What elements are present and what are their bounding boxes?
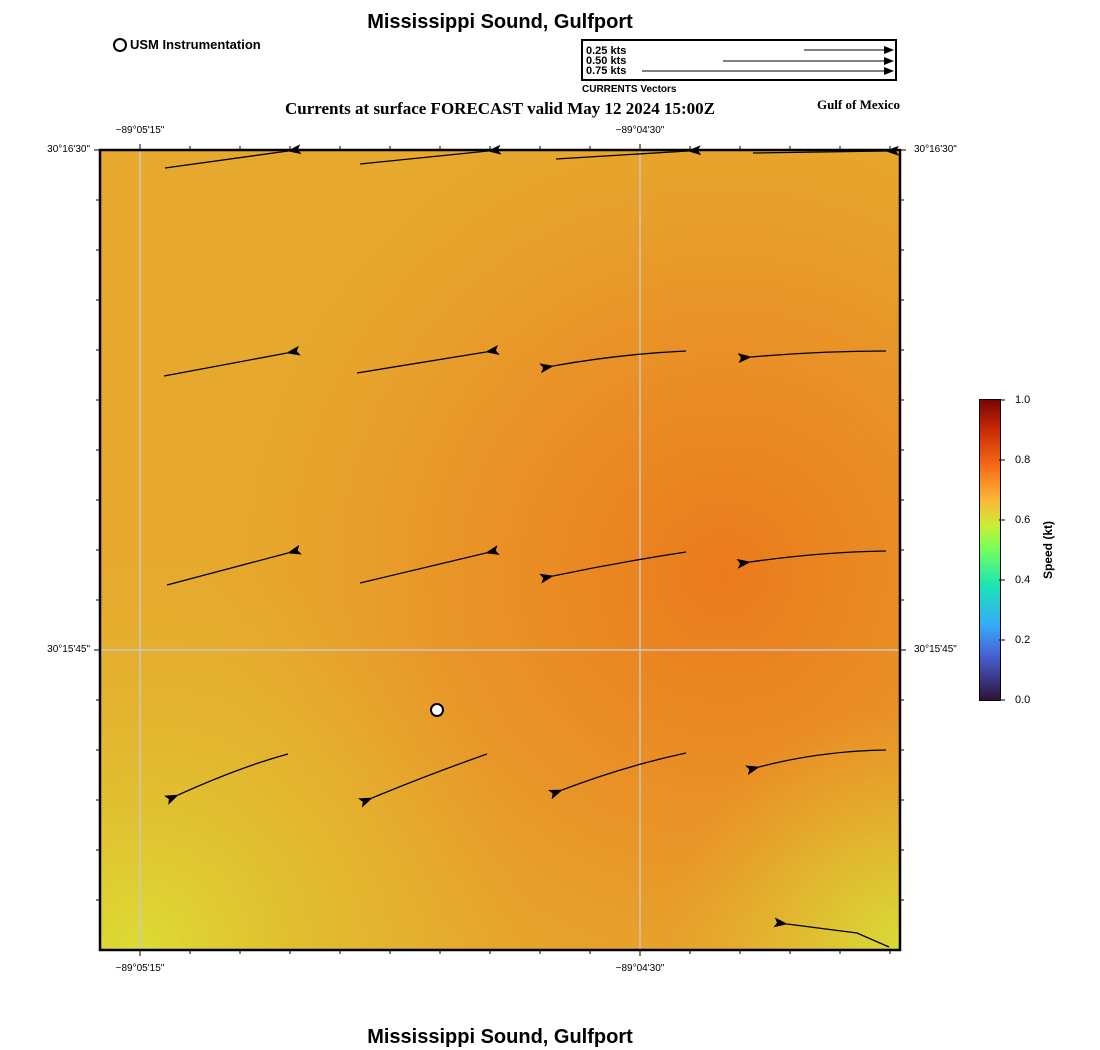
vector-arrow bbox=[166, 544, 302, 586]
map-subtitle: Currents at surface FORECAST valid May 1… bbox=[284, 99, 716, 118]
lat-tick-left-1: 30°16'30" bbox=[47, 144, 90, 155]
vector-legend-title: CURRENTS Vectors bbox=[582, 84, 677, 95]
vector-arrow bbox=[539, 350, 687, 374]
station-legend: USM Instrumentation bbox=[113, 37, 261, 52]
station-marker[interactable] bbox=[430, 703, 444, 717]
scale-label-025: 0.25 kts bbox=[586, 45, 627, 57]
speed-colorbar bbox=[979, 399, 1001, 701]
station-legend-label: USM Instrumentation bbox=[130, 37, 261, 52]
station-marker-icon bbox=[113, 37, 127, 52]
frame-ticks bbox=[94, 144, 906, 956]
lon-tick-top-2: −89°04'30" bbox=[615, 125, 665, 136]
vector-arrow bbox=[752, 145, 900, 156]
vector-arrow bbox=[359, 144, 502, 165]
vector-arrow bbox=[356, 344, 500, 374]
vector-arrow bbox=[555, 145, 702, 160]
vector-arrow bbox=[358, 753, 488, 808]
vector-arrow bbox=[163, 345, 301, 377]
vector-scale-legend: 0.25 kts 0.50 kts 0.75 kts bbox=[581, 39, 897, 81]
colorbar-tick-label: 0.6 bbox=[1015, 514, 1031, 526]
graticule bbox=[100, 150, 900, 950]
footer-title: Mississippi Sound, Gulfport bbox=[367, 1026, 633, 1048]
vector-arrow bbox=[164, 753, 289, 805]
vector-arrow bbox=[737, 350, 887, 364]
vector-arrow bbox=[359, 545, 500, 584]
scale-label-075: 0.75 kts bbox=[586, 65, 627, 77]
colorbar-tick-label: 0.8 bbox=[1015, 454, 1031, 466]
vector-arrow bbox=[539, 551, 687, 584]
lon-tick-top-1: −89°05'15" bbox=[115, 125, 165, 136]
map-title: Mississippi Sound, Gulfport bbox=[367, 11, 633, 33]
lat-tick-right-1: 30°16'30" bbox=[914, 144, 957, 155]
lat-tick-left-2: 30°15'45" bbox=[47, 644, 90, 655]
colorbar-tick-label: 0.0 bbox=[1015, 694, 1031, 706]
lon-tick-bottom-1: −89°05'15" bbox=[115, 963, 165, 974]
vector-arrow bbox=[773, 917, 890, 948]
region-label: Gulf of Mexico bbox=[816, 97, 900, 112]
lat-tick-right-2: 30°15'45" bbox=[914, 644, 957, 655]
colorbar-tick-label: 1.0 bbox=[1015, 394, 1031, 406]
vector-arrow bbox=[164, 144, 302, 169]
lon-tick-bottom-2: −89°04'30" bbox=[615, 963, 665, 974]
colorbar-ticks bbox=[999, 399, 1005, 701]
colorbar-label: Speed (kt) bbox=[1041, 521, 1055, 580]
colorbar-tick-label: 0.4 bbox=[1015, 574, 1031, 586]
vector-arrow bbox=[736, 550, 887, 569]
vector-arrow bbox=[745, 749, 887, 776]
vector-arrow bbox=[548, 752, 687, 800]
colorbar-tick-label: 0.2 bbox=[1015, 634, 1031, 646]
current-vectors bbox=[163, 144, 900, 948]
scale-label-050: 0.50 kts bbox=[586, 55, 627, 67]
scale-arrows bbox=[642, 46, 894, 75]
